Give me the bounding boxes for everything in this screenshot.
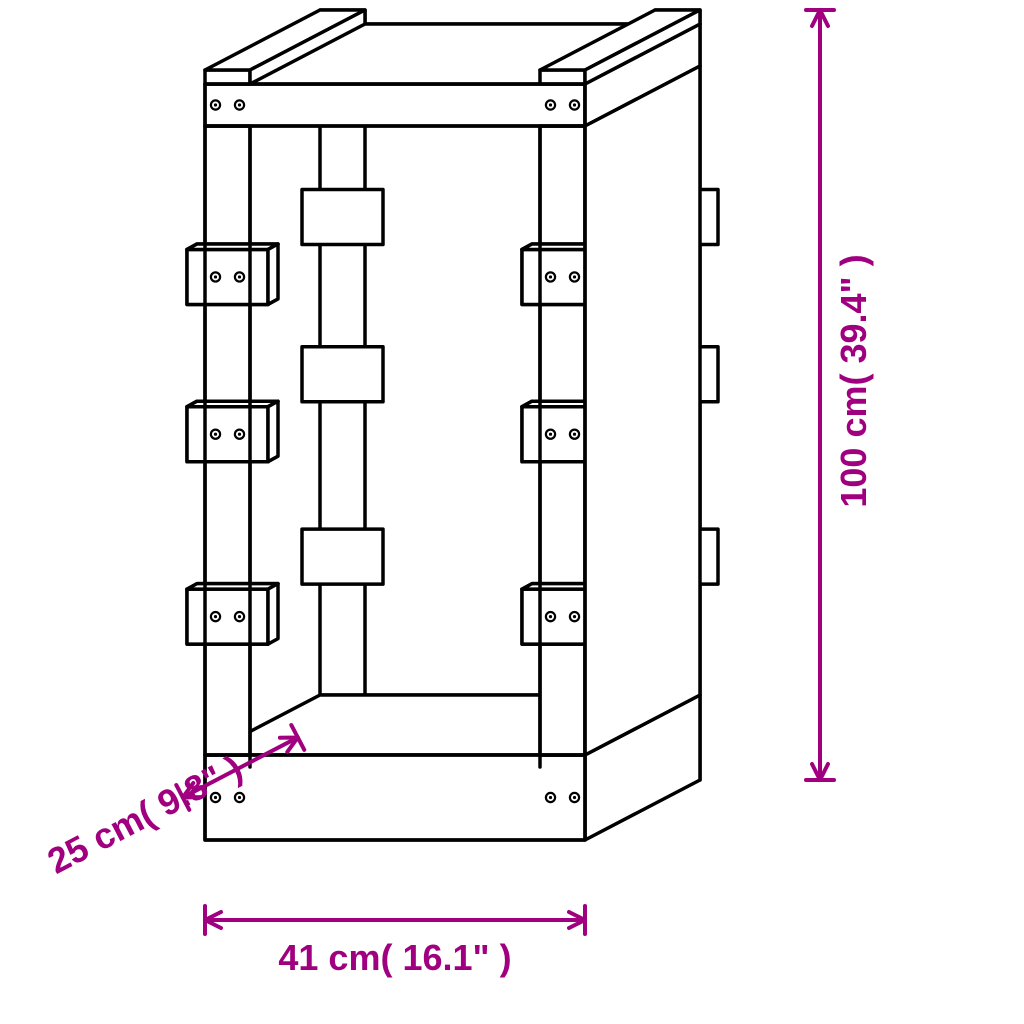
dim-width-label: 41 cm( 16.1" ) — [278, 937, 511, 978]
dim-height-label: 100 cm( 39.4" ) — [833, 254, 874, 507]
